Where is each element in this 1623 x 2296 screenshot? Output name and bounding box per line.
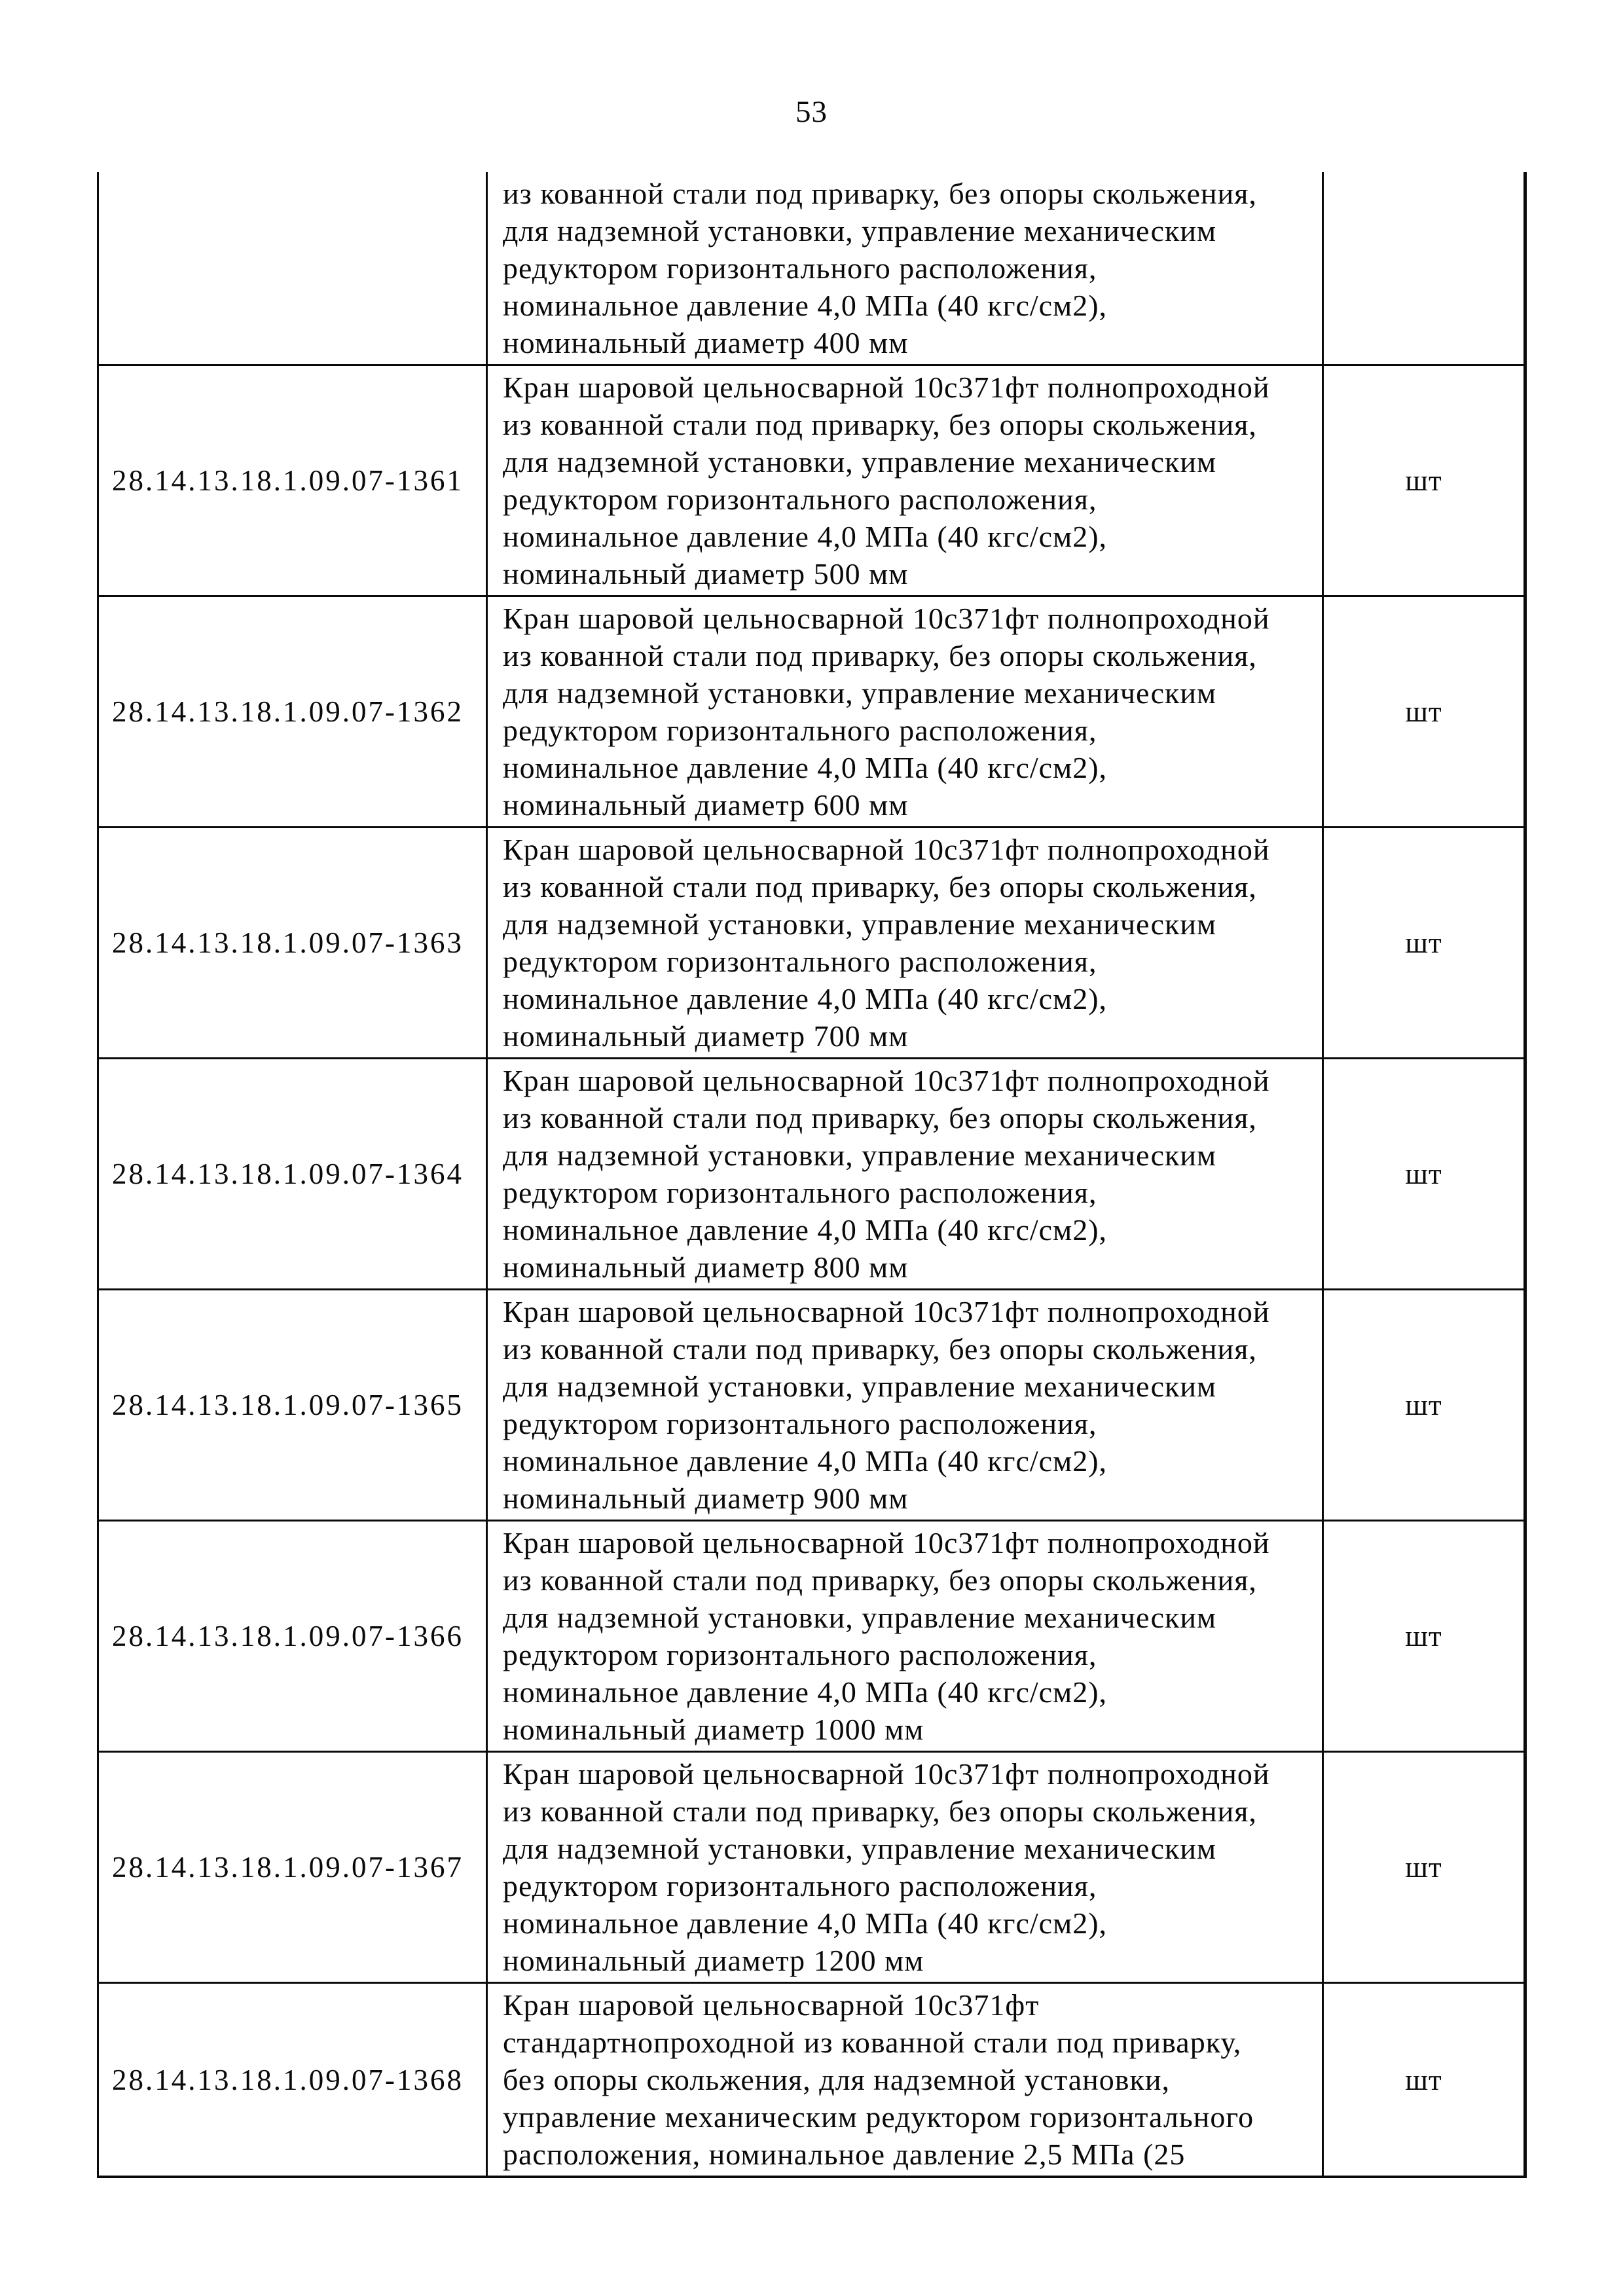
- page-number: 53: [795, 95, 828, 129]
- item-unit-cell: [1324, 172, 1523, 364]
- description-line: номинальный диаметр 600 мм: [503, 788, 909, 822]
- item-description-cell: Кран шаровой цельносварной 10с371фт станд…: [488, 1984, 1324, 2176]
- item-description-cell: из кованной стали под приварку, без опор…: [488, 172, 1324, 364]
- description-line: номинальное давление 4,0 МПа (40 кгс/см2…: [503, 1213, 1108, 1247]
- description-line: номинальное давление 4,0 МПа (40 кгс/см2…: [503, 982, 1108, 1015]
- description-line: из кованной стали под приварку, без опор…: [503, 1563, 1257, 1597]
- description-line: для надземной установки, управление меха…: [503, 1601, 1217, 1634]
- item-description-cell: Кран шаровой цельносварной 10с371фт полн…: [488, 1753, 1324, 1982]
- description-line: редуктором горизонтального расположения,: [503, 483, 1097, 516]
- description-line: редуктором горизонтального расположения,: [503, 1176, 1097, 1209]
- description-line: для надземной установки, управление меха…: [503, 1370, 1217, 1403]
- description-line: Кран шаровой цельносварной 10с371фт полн…: [503, 1064, 1270, 1097]
- description-line: номинальное давление 4,0 МПа (40 кгс/см2…: [503, 751, 1108, 784]
- item-unit-cell: шт: [1405, 2063, 1442, 2096]
- item-description-cell: Кран шаровой цельносварной 10с371фт полн…: [488, 366, 1324, 595]
- description-line: редуктором горизонтального расположения,: [503, 1869, 1097, 1903]
- description-line: из кованной стали под приварку, без опор…: [503, 1101, 1257, 1135]
- description-line: из кованной стали под приварку, без опор…: [503, 639, 1257, 672]
- item-description-cell: Кран шаровой цельносварной 10с371фт полн…: [488, 1290, 1324, 1520]
- description-line: для надземной установки, управление меха…: [503, 907, 1217, 941]
- description-line: номинальное давление 4,0 МПа (40 кгс/см2…: [503, 1444, 1108, 1478]
- item-code-cell: 28.14.13.18.1.09.07-1364: [99, 1059, 488, 1288]
- table-row: 28.14.13.18.1.09.07-1363 Кран шаровой цел…: [99, 826, 1523, 1057]
- description-line: редуктором горизонтального расположения,: [503, 1638, 1097, 1671]
- table-row: 28.14.13.18.1.09.07-1366 Кран шаровой цел…: [99, 1520, 1523, 1751]
- item-code-cell: 28.14.13.18.1.09.07-1367: [99, 1753, 488, 1982]
- table-row: из кованной стали под приварку, без опор…: [99, 172, 1523, 364]
- description-line: номинальный диаметр 800 мм: [503, 1250, 909, 1284]
- item-code-cell: 28.14.13.18.1.09.07-1366: [99, 1522, 488, 1751]
- item-unit-cell: шт: [1405, 1389, 1442, 1421]
- table-row: 28.14.13.18.1.09.07-1368 Кран шаровой цел…: [99, 1982, 1523, 2176]
- item-description-cell: Кран шаровой цельносварной 10с371фт полн…: [488, 1059, 1324, 1288]
- description-line: редуктором горизонтального расположения,: [503, 945, 1097, 978]
- description-line: из кованной стали под приварку, без опор…: [503, 177, 1257, 210]
- item-description-cell: Кран шаровой цельносварной 10с371фт полн…: [488, 597, 1324, 826]
- item-code-cell: 28.14.13.18.1.09.07-1361: [99, 366, 488, 595]
- description-line: номинальный диаметр 1000 мм: [503, 1713, 924, 1746]
- item-unit-cell: шт: [1405, 1620, 1442, 1652]
- description-line: номинальное давление 4,0 МПа (40 кгс/см2…: [503, 289, 1108, 322]
- description-line: расположения, номинальное давление 2,5 М…: [503, 2138, 1186, 2171]
- description-line: Кран шаровой цельносварной 10с371фт полн…: [503, 1526, 1270, 1559]
- description-line: из кованной стали под приварку, без опор…: [503, 408, 1257, 441]
- description-line: из кованной стали под приварку, без опор…: [503, 870, 1257, 903]
- description-line: без опоры скольжения, для надземной уста…: [503, 2063, 1170, 2096]
- description-line: Кран шаровой цельносварной 10с371фт полн…: [503, 1757, 1270, 1791]
- item-code-cell: 28.14.13.18.1.09.07-1368: [99, 1984, 488, 2176]
- items-table: из кованной стали под приварку, без опор…: [97, 172, 1527, 2178]
- item-unit-cell: шт: [1405, 926, 1442, 959]
- item-unit-cell: шт: [1405, 695, 1442, 728]
- description-line: Кран шаровой цельносварной 10с371фт полн…: [503, 1295, 1270, 1328]
- table-row: 28.14.13.18.1.09.07-1364 Кран шаровой цел…: [99, 1057, 1523, 1288]
- description-line: редуктором горизонтального расположения,: [503, 1407, 1097, 1440]
- description-line: редуктором горизонтального расположения,: [503, 251, 1097, 285]
- item-unit-cell: шт: [1405, 1157, 1442, 1190]
- description-line: управление механическим редуктором гориз…: [503, 2100, 1254, 2134]
- description-line: Кран шаровой цельносварной 10с371фт: [503, 1988, 1040, 2022]
- description-line: номинальное давление 4,0 МПа (40 кгс/см2…: [503, 1675, 1108, 1709]
- description-line: из кованной стали под приварку, без опор…: [503, 1795, 1257, 1828]
- item-code-cell: 28.14.13.18.1.09.07-1365: [99, 1290, 488, 1520]
- description-line: номинальный диаметр 700 мм: [503, 1019, 909, 1053]
- description-line: редуктором горизонтального расположения,: [503, 714, 1097, 747]
- table-row: 28.14.13.18.1.09.07-1365 Кран шаровой цел…: [99, 1288, 1523, 1520]
- description-line: для надземной установки, управление меха…: [503, 1832, 1217, 1865]
- description-line: номинальный диаметр 1200 мм: [503, 1944, 924, 1977]
- description-line: номинальный диаметр 900 мм: [503, 1482, 909, 1515]
- item-code-cell: 28.14.13.18.1.09.07-1363: [99, 828, 488, 1057]
- description-line: номинальный диаметр 500 мм: [503, 557, 909, 591]
- description-line: номинальное давление 4,0 МПа (40 кгс/см2…: [503, 520, 1108, 553]
- item-unit-cell: шт: [1405, 1851, 1442, 1884]
- item-code-cell: [99, 172, 488, 364]
- description-line: для надземной установки, управление меха…: [503, 214, 1217, 247]
- description-line: из кованной стали под приварку, без опор…: [503, 1332, 1257, 1366]
- description-line: Кран шаровой цельносварной 10с371фт полн…: [503, 602, 1270, 635]
- item-description-cell: Кран шаровой цельносварной 10с371фт полн…: [488, 828, 1324, 1057]
- table-row: 28.14.13.18.1.09.07-1367 Кран шаровой цел…: [99, 1751, 1523, 1982]
- item-description-cell: Кран шаровой цельносварной 10с371фт полн…: [488, 1522, 1324, 1751]
- description-line: номинальное давление 4,0 МПа (40 кгс/см2…: [503, 1906, 1108, 1940]
- description-line: для надземной установки, управление меха…: [503, 1139, 1217, 1172]
- description-line: для надземной установки, управление меха…: [503, 445, 1217, 479]
- description-line: для надземной установки, управление меха…: [503, 676, 1217, 710]
- item-code-cell: 28.14.13.18.1.09.07-1362: [99, 597, 488, 826]
- table-row: 28.14.13.18.1.09.07-1361 Кран шаровой цел…: [99, 364, 1523, 595]
- description-line: номинальный диаметр 400 мм: [503, 326, 909, 359]
- description-line: стандартнопроходной из кованной стали по…: [503, 2026, 1242, 2059]
- table-row: 28.14.13.18.1.09.07-1362 Кран шаровой цел…: [99, 595, 1523, 826]
- item-unit-cell: шт: [1405, 464, 1442, 497]
- description-line: Кран шаровой цельносварной 10с371фт полн…: [503, 371, 1270, 404]
- description-line: Кран шаровой цельносварной 10с371фт полн…: [503, 833, 1270, 866]
